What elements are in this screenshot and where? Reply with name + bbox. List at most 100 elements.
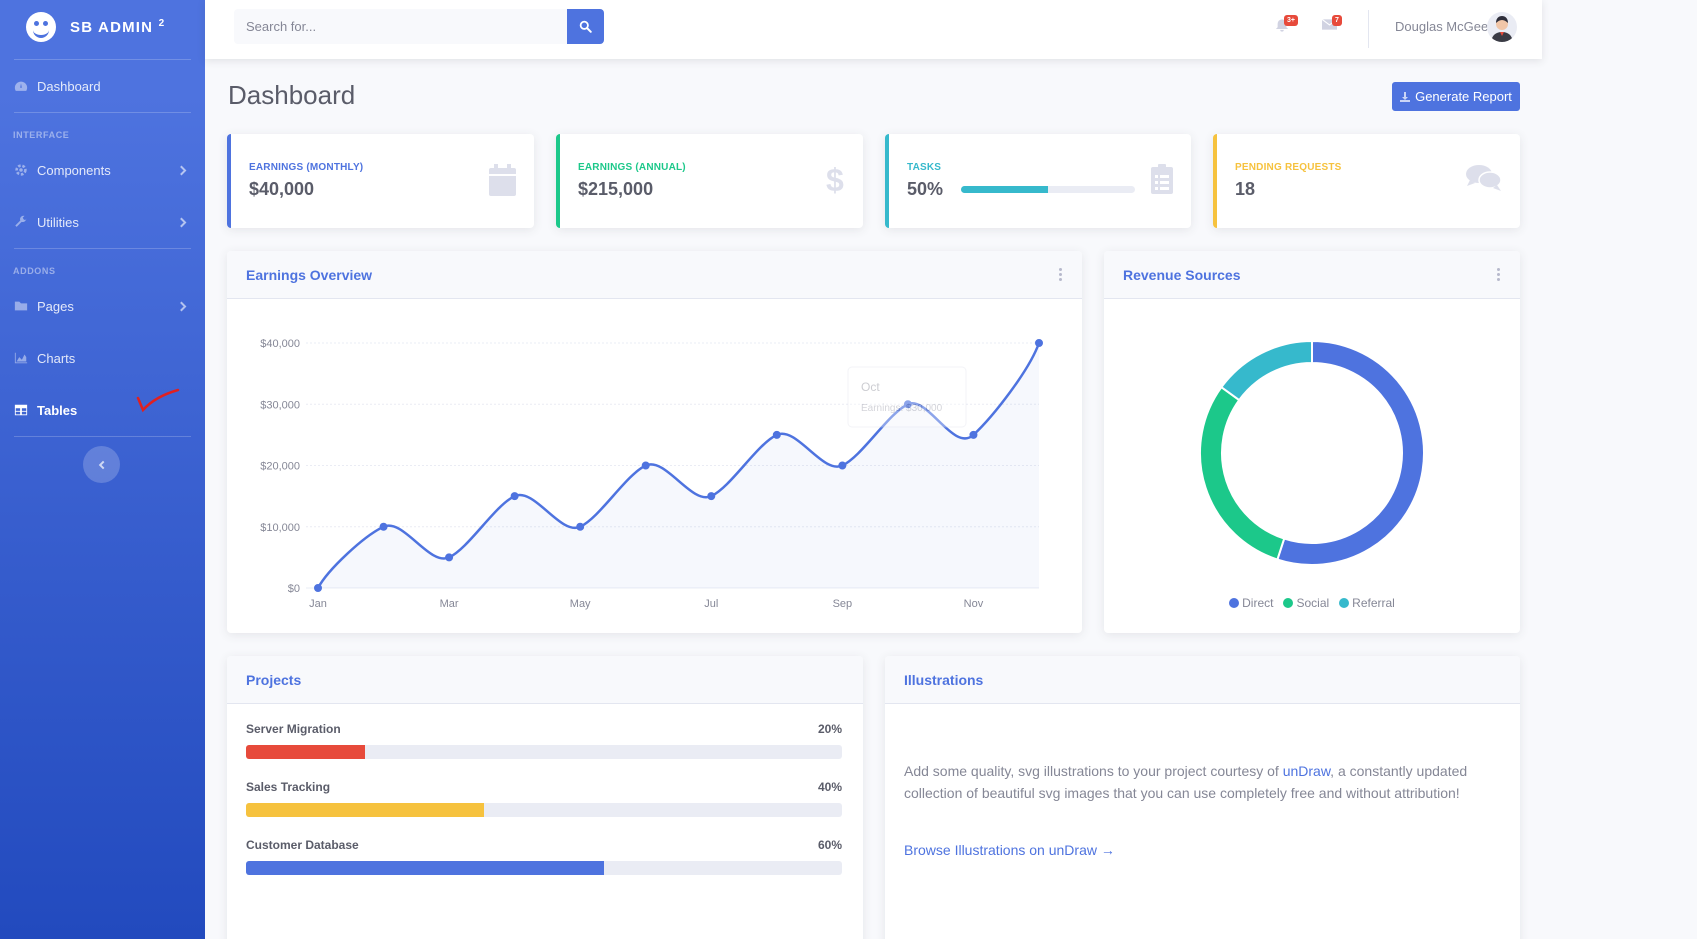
browse-illustrations-link[interactable]: Browse Illustrations on unDraw → [904,842,1115,858]
stat-value: $215,000 [578,179,654,199]
generate-report-button[interactable]: Generate Report [1392,82,1520,111]
card-title: Illustrations [904,671,984,688]
user-avatar-icon [1491,16,1513,42]
sidebar-item-label: Components [37,162,111,178]
sidebar-item-label: Charts [37,350,76,366]
stat-label: EARNINGS (ANNUAL) [578,162,686,173]
illustrations-description: Add some quality, svg illustrations to y… [904,763,1468,801]
legend-item-social[interactable]: Social [1283,596,1329,610]
sidebar-divider [14,436,191,437]
project-percent: 40% [817,780,842,794]
chevron-right-icon [176,301,187,311]
project-percent: 20% [817,722,842,736]
project-progress-bar [246,861,842,875]
data-point [641,461,650,470]
sidebar-item-dashboard[interactable]: Dashboard [0,60,205,112]
project-label: Customer Database [246,838,359,852]
project-label: Server Migration [246,722,341,736]
project-progress-fill [246,803,485,817]
x-tick-label: May [570,598,591,610]
undraw-link[interactable]: unDraw [1282,763,1331,779]
data-point [838,461,847,470]
data-point [1035,339,1043,347]
search-button[interactable] [567,9,604,44]
sidebar-item-pages[interactable]: Pages [0,280,205,332]
project-progress-fill [246,861,604,875]
ellipsis-vertical-icon[interactable] [1059,268,1063,281]
legend-item-referral[interactable]: Referral [1339,596,1395,610]
topbar: 3+ 7 Douglas McGee [205,0,1542,59]
sidebar-divider [14,248,191,249]
chevron-left-icon [98,460,108,469]
donut-slice-direct [1276,339,1426,566]
search-form [234,9,604,44]
data-point [576,522,585,531]
data-point [314,584,322,592]
x-tick-label: Jan [309,598,327,610]
project-progress-bar [246,803,842,817]
illustrations-card: Illustrations Add some quality, svg illu… [885,656,1520,939]
tasks-card: TASKS 50% [885,134,1191,228]
stat-value: 50% [907,179,944,199]
data-point [969,430,978,439]
sidebar-heading: INTERFACE [13,130,70,140]
sidebar-item-charts[interactable]: Charts [0,332,205,384]
card-header: Illustrations [885,656,1520,704]
tooltip-box [847,366,967,428]
clipboard-list-icon [1151,164,1173,194]
messages-dropdown[interactable]: 7 [1321,15,1342,36]
sidebar-item-label: Tables [37,402,78,418]
data-point [772,430,781,439]
page-title: Dashboard [228,80,356,110]
sidebar-toggle-button[interactable] [83,446,120,483]
project-label: Sales Tracking [246,780,331,794]
legend-item-direct[interactable]: Direct [1229,596,1273,610]
sidebar-item-tables[interactable]: Tables [0,384,205,436]
card-header: Projects [227,656,863,704]
checkmark-annotation-icon [136,388,180,413]
sidebar-item-utilities[interactable]: Utilities [0,196,205,248]
ellipsis-vertical-icon[interactable] [1497,268,1501,281]
tooltip-title: Oct [861,380,880,394]
y-tick-label: $30,000 [260,399,300,411]
cog-icon [15,164,27,176]
data-point [445,553,454,562]
data-point [707,492,716,501]
card-title: Revenue Sources [1123,266,1241,283]
x-tick-label: Jul [704,598,718,610]
donut-slice-referral [1219,339,1313,402]
stat-value: 18 [1235,179,1256,199]
y-tick-label: $0 [288,583,300,595]
sidebar: SB ADMIN 2 Dashboard INTERFACE Component… [0,0,205,939]
sidebar-heading: ADDONS [13,266,56,276]
wrench-icon [15,215,27,227]
search-input[interactable] [234,9,567,44]
brand-text: SB ADMIN 2 [70,18,166,36]
brand[interactable]: SB ADMIN 2 [0,0,205,54]
earnings-overview-card: Earnings Overview $0 $10,000 $20,000 $30,00… [227,251,1082,633]
projects-card: Projects Server Migration 20% Sales Track… [227,656,863,939]
chevron-right-icon [176,217,187,227]
project-item: Customer Database 60% [246,838,842,875]
user-name[interactable]: Douglas McGee [1395,19,1489,34]
chart-area-icon [14,352,28,364]
alerts-badge: 3+ [1284,15,1298,26]
avatar[interactable] [1487,12,1517,42]
search-icon [579,20,592,33]
y-tick-label: $40,000 [260,338,300,350]
earnings-area-chart: $0 $10,000 $20,000 $30,000 $40,000 Jan Mar May J… [260,338,1043,610]
y-tick-label: $20,000 [260,461,300,473]
project-progress-bar [246,745,842,759]
comments-icon [1466,165,1502,191]
sidebar-divider [14,112,191,113]
chevron-right-icon [176,165,187,175]
x-tick-label: Sep [833,598,853,610]
earnings-monthly-card: EARNINGS (MONTHLY) $40,000 [227,134,534,228]
data-point [903,400,912,409]
download-icon [1400,91,1411,102]
laugh-wink-icon [26,12,56,42]
data-point [379,522,388,531]
sidebar-item-components[interactable]: Components [0,144,205,196]
alerts-dropdown[interactable]: 3+ [1275,15,1298,38]
revenue-sources-card: Revenue Sources Direct Social Referral [1104,251,1520,633]
